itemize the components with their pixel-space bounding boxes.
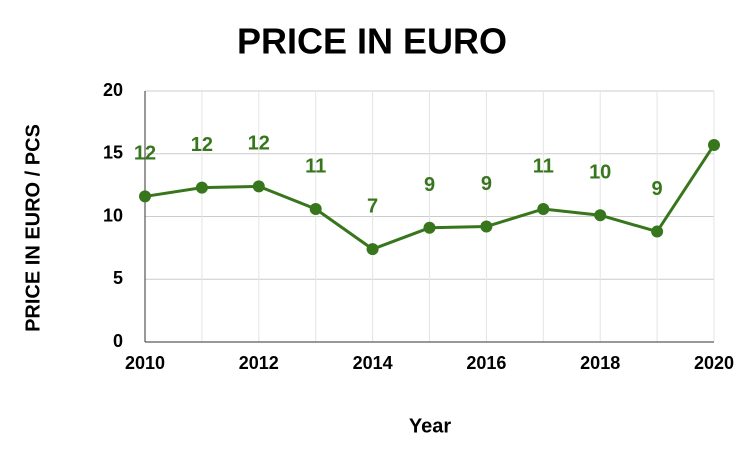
data-point xyxy=(708,138,720,151)
data-point xyxy=(594,209,607,222)
data-point xyxy=(195,181,208,194)
data-label: 7 xyxy=(367,195,378,217)
chart-title: PRICE IN EURO xyxy=(237,21,507,62)
y-tick-label: 5 xyxy=(113,268,123,288)
data-point xyxy=(309,202,322,215)
x-tick-label: 2016 xyxy=(466,353,506,373)
data-label: 11 xyxy=(305,155,326,177)
x-axis-label: Year xyxy=(409,415,451,437)
data-label: 12 xyxy=(134,143,156,165)
y-tick-label: 10 xyxy=(103,205,123,225)
data-label: 10 xyxy=(589,162,611,184)
data-point xyxy=(423,221,436,234)
x-tick-label: 2010 xyxy=(125,353,165,373)
data-point xyxy=(651,225,664,238)
x-tick-label: 2020 xyxy=(694,353,734,373)
x-tick-label: 2012 xyxy=(239,353,279,373)
data-point xyxy=(537,202,550,215)
data-point xyxy=(366,243,379,256)
y-tick-label: 0 xyxy=(113,331,123,351)
data-label: 12 xyxy=(248,133,270,155)
data-label: 11 xyxy=(533,155,554,177)
data-label: 9 xyxy=(481,173,492,195)
x-tick-label: 2014 xyxy=(353,353,393,373)
data-point xyxy=(252,180,265,193)
data-label: 9 xyxy=(424,174,435,196)
data-label: 9 xyxy=(652,178,663,200)
x-tick-label: 2018 xyxy=(580,353,620,373)
data-label: 12 xyxy=(191,134,213,156)
y-axis-label: PRICE IN EURO / PCS xyxy=(22,124,44,332)
y-tick-label: 20 xyxy=(103,80,123,100)
y-tick-label: 15 xyxy=(103,143,123,163)
data-point xyxy=(480,220,493,233)
data-point xyxy=(139,190,151,203)
